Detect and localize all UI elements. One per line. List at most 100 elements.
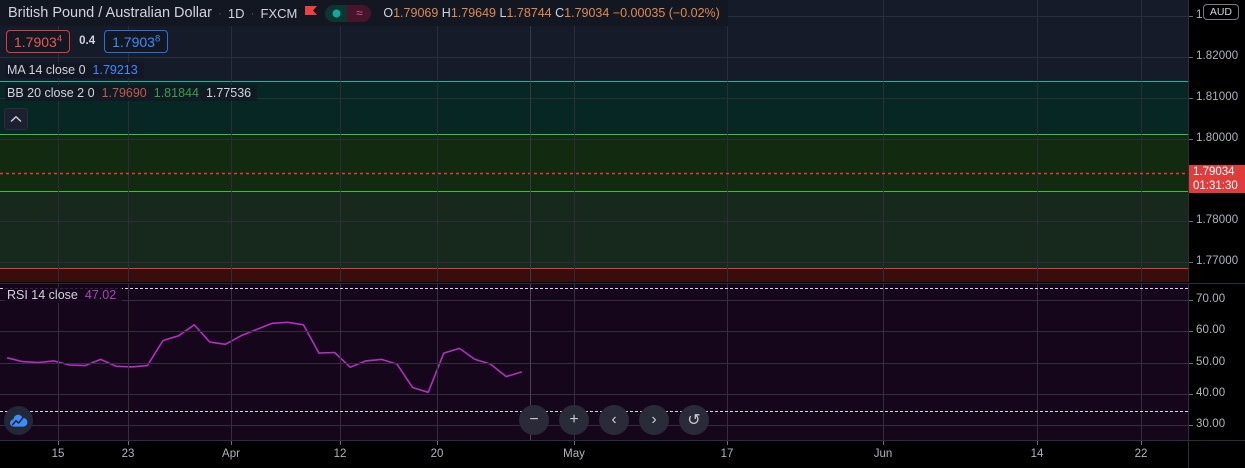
time-gridline [1141,0,1142,282]
bb-indicator-legend[interactable]: BB 20 close 2 0 1.79690 1.81844 1.77536 [5,85,258,101]
symbol-title[interactable]: British Pound / Australian Dollar [8,5,212,21]
time-axis-tick [437,441,438,445]
scroll-right-button[interactable]: › [639,405,669,435]
low-value: 1.78744 [506,6,552,20]
time-axis-label: Apr [222,448,240,460]
price-gridline [0,98,1188,100]
rsi-time-gridline [128,284,129,440]
currency-badge[interactable]: AUD [1202,4,1239,20]
rsi-crosshair-line [530,284,531,440]
ma-legend-label: MA 14 close 0 [7,63,86,77]
chevron-up-icon [10,116,22,122]
price-axis-tick-label: 1.78000 [1196,213,1239,226]
bb-legend-label: BB 20 close 2 0 [7,86,95,100]
rsi-legend-value: 47.02 [84,288,117,302]
scroll-left-button[interactable]: ‹ [599,405,629,435]
rsi-time-gridline [58,284,59,440]
rsi-gridline [0,299,1188,301]
rsi-axis-tick [1189,425,1193,427]
ma-legend-value: 1.79213 [92,63,138,77]
rsi-gridline [0,362,1188,364]
rsi-time-gridline [340,284,341,440]
chart-navigation-toolbar[interactable]: − + ‹ › ↺ [519,405,709,435]
red-flag-icon[interactable] [303,5,319,22]
time-axis-label: 12 [333,448,347,460]
time-axis-tick [128,441,129,445]
price-axis-tick-label: 1.81000 [1196,91,1239,104]
current-price-badge[interactable]: 1.79034 01:31:30 [1189,165,1245,194]
rsi-time-gridline [1141,284,1142,440]
price-gridline [0,138,1188,140]
ohlc-readout: O1.79069 H1.79649 L1.78744 C1.79034 −0.0… [383,6,719,20]
rsi-axis-tick [1189,331,1193,333]
rsi-legend-label: RSI 14 close [7,288,78,302]
crosshair-line [530,0,531,282]
bb-lower-value: 1.77536 [205,86,252,100]
price-gridline [0,220,1188,222]
close-value: 1.79034 [564,6,610,20]
spread-value: 0.4 [79,35,96,48]
time-axis[interactable]: 15 23 Apr 12 20 May 17 Jun 14 22 [0,440,1245,468]
time-axis-label: Jun [873,448,893,460]
price-chart-pane[interactable] [0,0,1188,282]
zone-support-dark-green [0,192,1188,268]
rsi-pane[interactable] [0,283,1188,440]
time-gridline [437,0,438,282]
reset-chart-button[interactable]: ↺ [679,405,709,435]
time-gridline [1037,0,1038,282]
tradingview-cloud-logo-icon[interactable] [4,406,33,435]
time-axis-tick [1037,441,1038,445]
ask-price-button[interactable]: 1.79038 [104,30,169,53]
price-axis-tick-label: 1.82000 [1196,50,1239,63]
change-value: −0.00035 (−0.02%) [612,6,720,20]
price-axis-tick [1189,138,1193,140]
market-status-pill[interactable]: ≈ [325,4,372,22]
time-gridline [883,0,884,282]
price-axis[interactable]: 1.830001.820001.810001.800001.780001.770… [1188,0,1245,282]
open-value: 1.79069 [393,6,439,20]
bb-basis-value: 1.79690 [101,86,147,100]
ma-indicator-legend[interactable]: MA 14 close 0 1.79213 [5,62,144,78]
time-axis-label: 14 [1030,448,1044,460]
bid-price-button[interactable]: 1.79034 [6,30,71,53]
zone-support-red [0,268,1188,282]
interval-label[interactable]: 1D [227,5,245,21]
rsi-axis-tick [1189,362,1193,364]
zoom-in-button[interactable]: + [559,405,589,435]
rsi-indicator-legend[interactable]: RSI 14 close 47.02 [5,287,123,303]
rsi-time-gridline [727,284,728,440]
price-fraction-digit: 4 [56,33,63,44]
price-gridline [0,57,1188,59]
price-axis-tick-label: 1.77000 [1196,254,1239,267]
bb-upper-value: 1.81844 [153,86,199,100]
bar-countdown: 01:31:30 [1193,179,1238,192]
teal-dot-icon [325,4,348,22]
time-gridline [128,0,129,282]
collapse-pane-button[interactable] [4,108,28,130]
price-axis-tick-label: 1.80000 [1196,131,1239,144]
rsi-time-gridline [574,284,575,440]
rsi-axis-tick [1189,393,1193,395]
rsi-time-gridline [883,284,884,440]
ask-value: 1.79038 [112,33,161,50]
approx-wave-icon: ≈ [347,4,372,22]
price-axis-tick [1189,57,1193,59]
rsi-oversold-line [0,411,1188,412]
rsi-time-gridline [437,284,438,440]
current-price-line [0,172,1188,175]
high-label: H [441,6,451,20]
time-axis-tick [883,441,884,445]
zoom-out-button[interactable]: − [519,405,549,435]
time-gridline [340,0,341,282]
rsi-axis[interactable]: 70.00 60.00 50.00 40.00 30.00 [1188,283,1245,440]
time-axis-tick [727,441,728,445]
time-axis-label: 17 [720,448,734,460]
time-axis-tick [574,441,575,445]
rsi-time-gridline [231,284,232,440]
exchange-label[interactable]: FXCM [260,5,298,21]
header-separator: · [217,6,222,20]
price-axis-tick [1189,220,1193,222]
price-axis-tick [1189,16,1193,18]
low-label: L [499,6,507,20]
